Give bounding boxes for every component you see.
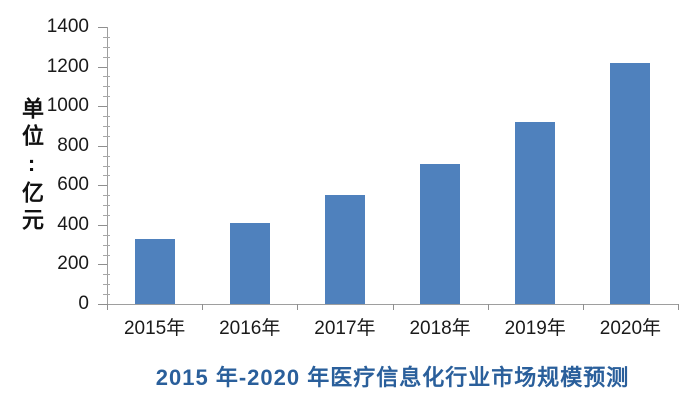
- y-tick-label: 600: [57, 174, 89, 196]
- x-boundary-tick: [202, 304, 204, 310]
- y-tick-label: 400: [57, 213, 89, 235]
- y-minor-tick: [103, 56, 110, 58]
- bar-2016年: [229, 222, 270, 304]
- y-minor-tick: [103, 96, 110, 98]
- y-tick-label: 1400: [46, 16, 89, 37]
- y-minor-tick: [103, 254, 110, 256]
- y-major-tick: [98, 304, 107, 305]
- y-major-tick: [98, 264, 107, 266]
- y-minor-tick: [103, 234, 110, 236]
- y-minor-tick: [103, 175, 110, 177]
- y-tick-label: 0: [78, 293, 89, 314]
- y-minor-tick: [103, 116, 110, 118]
- y-minor-tick: [103, 165, 110, 167]
- y-axis-unit-label: 单位:亿元: [19, 96, 44, 235]
- y-major-tick: [98, 27, 107, 28]
- y-minor-tick: [103, 274, 110, 276]
- x-boundary-tick: [297, 304, 299, 310]
- x-category-label: 2015年: [123, 318, 186, 339]
- x-category-label: 2016年: [219, 318, 281, 339]
- x-category-label: 2017年: [314, 318, 376, 339]
- y-major-tick: [98, 145, 107, 147]
- bar-2018年: [420, 163, 461, 304]
- bar-2017年: [324, 195, 365, 304]
- x-boundary-tick: [107, 304, 108, 310]
- y-minor-tick: [103, 294, 110, 296]
- y-minor-tick: [103, 46, 110, 48]
- y-minor-tick: [103, 155, 110, 157]
- y-minor-tick: [103, 76, 110, 78]
- x-boundary-tick: [582, 304, 584, 310]
- y-major-tick: [98, 66, 107, 68]
- y-minor-tick: [103, 36, 110, 38]
- y-major-tick: [98, 224, 107, 226]
- y-tick-label: 200: [57, 253, 89, 275]
- bar-2020年: [610, 62, 651, 304]
- y-tick-label: 1000: [46, 95, 89, 117]
- y-minor-tick: [103, 86, 110, 88]
- y-minor-tick: [103, 125, 110, 127]
- bar-2015年: [134, 238, 175, 304]
- y-minor-tick: [103, 195, 110, 197]
- x-category-label: 2019年: [504, 318, 566, 339]
- y-axis-unit-label-wrap: 单位:亿元: [12, 27, 50, 304]
- x-boundary-tick: [678, 304, 679, 310]
- y-minor-tick: [103, 205, 110, 207]
- y-tick-label: 800: [57, 134, 89, 156]
- x-boundary-tick: [487, 304, 489, 310]
- x-boundary-tick: [392, 304, 394, 310]
- y-major-tick: [98, 185, 107, 187]
- y-minor-tick: [103, 284, 110, 286]
- y-tick-label: 1200: [46, 55, 89, 77]
- y-minor-tick: [103, 135, 110, 137]
- y-minor-tick: [103, 244, 110, 246]
- bar-2019年: [515, 121, 556, 304]
- y-minor-tick: [103, 214, 110, 216]
- x-category-label: 2018年: [409, 318, 471, 339]
- chart-title: 2015 年-2020 年医疗信息化行业市场规模预测: [155, 365, 630, 390]
- y-major-tick: [98, 106, 107, 108]
- x-category-label: 2020年: [599, 318, 662, 339]
